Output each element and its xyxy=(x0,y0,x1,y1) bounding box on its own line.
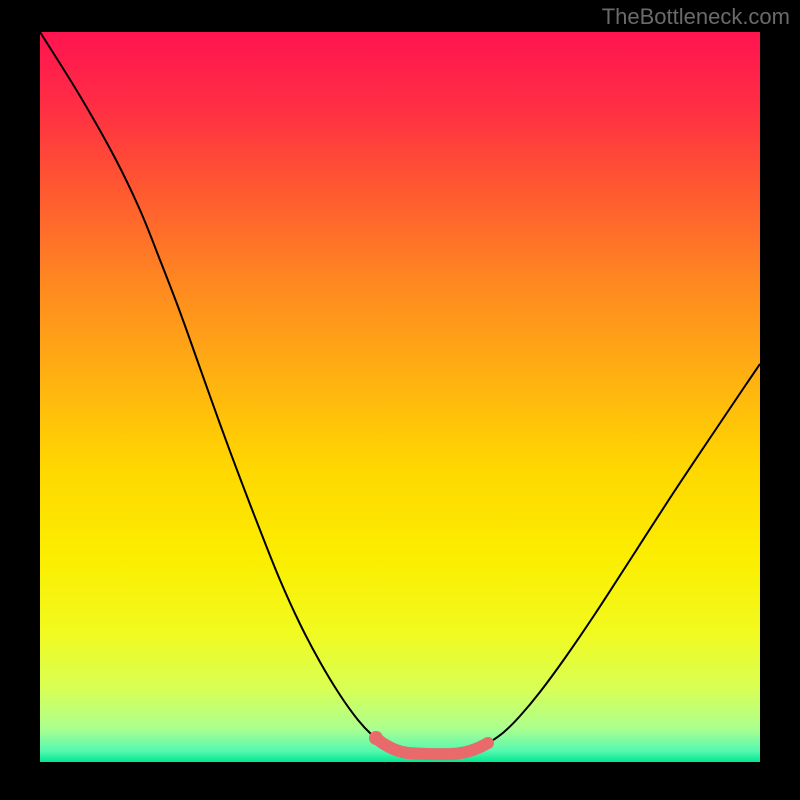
highlight-segment xyxy=(376,738,488,754)
watermark-text: TheBottleneck.com xyxy=(602,4,790,30)
plot-area xyxy=(40,32,760,762)
highlight-start-dot xyxy=(369,731,383,745)
bottleneck-curve xyxy=(40,32,760,754)
curve-layer xyxy=(40,32,760,762)
chart-container: TheBottleneck.com xyxy=(0,0,800,800)
